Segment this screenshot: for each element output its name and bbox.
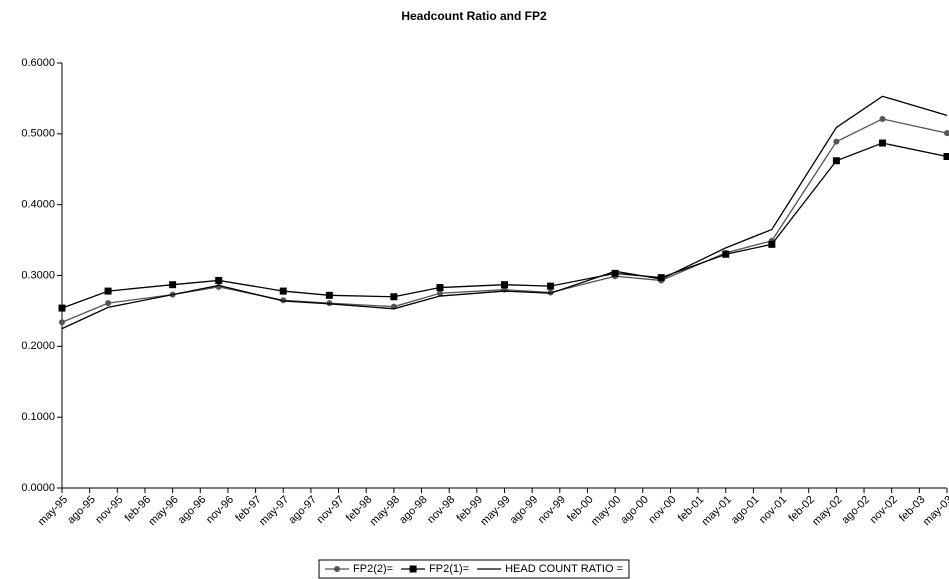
point bbox=[279, 287, 287, 295]
x-tick-label: may-03 bbox=[921, 494, 949, 528]
x-tick-label: nov-02 bbox=[868, 494, 900, 526]
point bbox=[59, 319, 65, 326]
series-line bbox=[61, 95, 948, 330]
point bbox=[436, 284, 444, 292]
point bbox=[325, 291, 333, 299]
point bbox=[169, 281, 177, 289]
point bbox=[501, 281, 508, 289]
x-tick-label: nov-98 bbox=[425, 494, 457, 526]
point bbox=[833, 138, 840, 145]
x-tick-label: ago-95 bbox=[65, 494, 98, 527]
legend: FP2(2)= FP2(1)= HEAD COUNT RATIO = bbox=[318, 559, 630, 579]
x-tick-label: nov-96 bbox=[204, 494, 236, 526]
x-tick-label: nov-01 bbox=[757, 494, 789, 526]
x-tick-label: may-02 bbox=[810, 494, 844, 528]
legend-item: FP2(2)= bbox=[325, 563, 393, 575]
x-tick-label: ago-98 bbox=[397, 494, 430, 527]
x-tick-label: may-98 bbox=[368, 494, 402, 528]
point bbox=[547, 282, 555, 290]
x-tick-label: may-00 bbox=[589, 494, 623, 528]
legend-marker bbox=[334, 566, 341, 572]
x-tick-label: may-97 bbox=[257, 494, 291, 528]
point bbox=[768, 240, 776, 248]
point bbox=[104, 287, 112, 295]
point bbox=[436, 290, 443, 297]
point bbox=[215, 283, 222, 290]
point bbox=[722, 250, 730, 258]
x-tick-label: ago-97 bbox=[286, 494, 319, 527]
y-tick-label: 0.5000 bbox=[21, 128, 55, 140]
x-tick-label: ago-02 bbox=[839, 494, 872, 527]
y-tick-label: 0.2000 bbox=[21, 340, 55, 352]
x-tick-label: may-01 bbox=[699, 494, 733, 528]
point bbox=[944, 130, 949, 137]
x-tick-label: nov-00 bbox=[646, 494, 678, 526]
x-tick-label: ago-00 bbox=[618, 494, 651, 527]
point bbox=[943, 153, 949, 160]
x-tick-label: ago-96 bbox=[176, 494, 209, 527]
point bbox=[58, 304, 66, 312]
point bbox=[105, 300, 112, 307]
point bbox=[657, 274, 665, 282]
x-tick-label: nov-95 bbox=[93, 494, 125, 526]
x-tick-label: nov-97 bbox=[314, 494, 346, 526]
legend-label: HEAD COUNT RATIO = bbox=[505, 563, 623, 575]
x-tick-label: may-99 bbox=[478, 494, 512, 528]
point bbox=[280, 297, 287, 304]
legend-label: FP2(1)= bbox=[429, 563, 469, 575]
point bbox=[879, 115, 886, 122]
y-tick-label: 0.1000 bbox=[21, 411, 55, 423]
point bbox=[611, 269, 619, 277]
x-tick-label: ago-99 bbox=[508, 494, 541, 527]
legend-box bbox=[318, 559, 630, 579]
x-tick-label: may-95 bbox=[36, 494, 70, 528]
y-tick-label: 0.3000 bbox=[21, 269, 55, 281]
legend-marker bbox=[409, 565, 417, 573]
point bbox=[547, 289, 554, 296]
legend-item: FP2(1)= bbox=[401, 563, 469, 575]
y-tick-label: 0.6000 bbox=[21, 57, 55, 69]
point bbox=[878, 139, 886, 147]
legend-item: HEAD COUNT RATIO = bbox=[477, 563, 623, 575]
y-tick-label: 0.0000 bbox=[21, 482, 55, 494]
chart-title: Headcount Ratio and FP2 bbox=[401, 9, 547, 23]
x-tick-label: nov-99 bbox=[536, 494, 568, 526]
point bbox=[832, 157, 840, 165]
point bbox=[215, 276, 223, 284]
x-tick-label: ago-01 bbox=[729, 494, 762, 527]
point bbox=[390, 293, 398, 301]
x-tick-label: may-96 bbox=[146, 494, 180, 528]
point bbox=[326, 300, 333, 307]
y-tick-label: 0.4000 bbox=[21, 199, 55, 211]
legend-label: FP2(2)= bbox=[353, 563, 393, 575]
